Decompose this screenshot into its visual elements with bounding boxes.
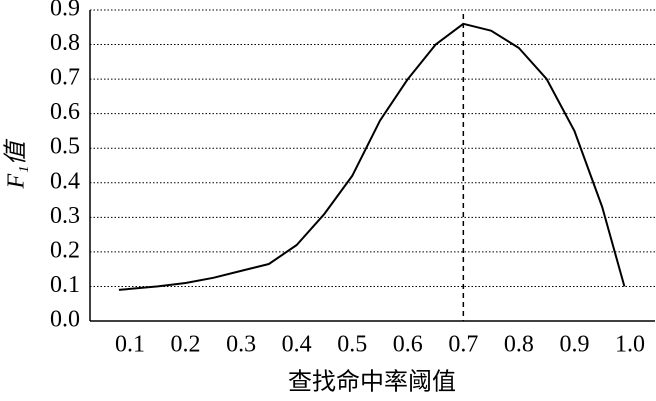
- x-tick-label: 0.8: [504, 332, 534, 358]
- x-tick-label: 0.6: [393, 332, 423, 358]
- x-tick-label: 1.0: [615, 332, 645, 358]
- x-tick-label: 0.4: [282, 332, 312, 358]
- y-tick-label: 0.1: [50, 272, 80, 298]
- y-tick-label: 0.5: [50, 134, 80, 160]
- x-tick-label: 0.1: [115, 332, 145, 358]
- y-tick-label: 0.6: [50, 99, 80, 125]
- y-tick-label: 0.0: [50, 307, 80, 333]
- x-tick-label: 0.7: [448, 332, 478, 358]
- line-series: [118, 22, 626, 291]
- y-axis-label: F₁值: [3, 139, 30, 190]
- x-tick-label: 0.5: [337, 332, 367, 358]
- x-tick-label: 0.2: [171, 332, 201, 358]
- x-tick-label: 0.9: [559, 332, 589, 358]
- x-tick-label: 0.3: [226, 332, 256, 358]
- y-tick-label: 0.7: [50, 65, 80, 91]
- y-tick-label: 0.8: [50, 30, 80, 56]
- y-tick-label: 0.2: [50, 237, 80, 263]
- x-axis-label: 查找命中率阈值: [288, 369, 456, 396]
- y-tick-label: 0.9: [50, 0, 80, 22]
- y-tick-label: 0.4: [50, 168, 80, 194]
- y-tick-label: 0.3: [50, 203, 80, 229]
